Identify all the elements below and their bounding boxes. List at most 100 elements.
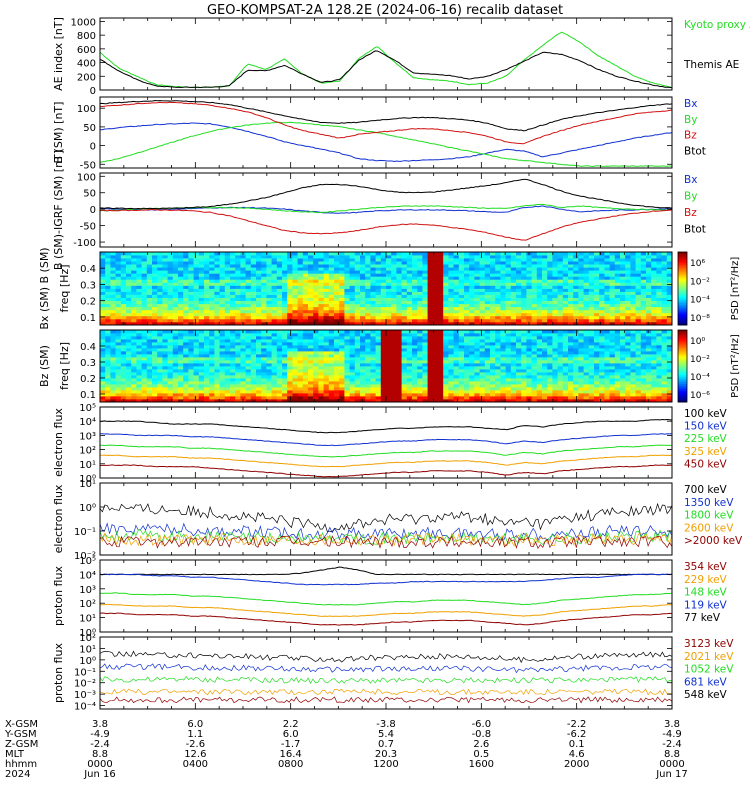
spectrogram-cell <box>120 357 127 361</box>
spectrogram-cell <box>204 276 210 280</box>
panel-3: B (SM)-IGRF (SM) [nT] BxByBzBtot-100-5005… <box>52 150 706 270</box>
spectrogram-cell <box>453 273 460 277</box>
spectrogram-cell <box>396 393 402 397</box>
spectrogram-cell <box>162 333 168 337</box>
spectrogram-cell <box>370 303 376 308</box>
spectrogram-cell <box>162 273 168 277</box>
spectrogram-cell <box>131 285 137 289</box>
spectrogram-cell <box>458 375 465 379</box>
spectrogram-cell <box>146 387 153 391</box>
spectrogram-cell <box>427 303 434 308</box>
spectrogram-cell <box>448 273 454 277</box>
spectrogram-cell <box>583 264 590 268</box>
spectrogram-cell <box>193 396 200 400</box>
spectrogram-cell <box>469 366 475 370</box>
spectrogram-cell <box>474 303 480 308</box>
spectrogram-cell <box>464 273 470 277</box>
spectrogram-cell <box>380 315 387 320</box>
spectrogram-cell <box>313 393 319 397</box>
spectrogram-cell <box>412 276 418 280</box>
spectrogram-cell <box>370 384 376 388</box>
spectrogram-cell <box>651 255 657 259</box>
spectrogram-cell <box>521 312 527 317</box>
spectrogram-cell <box>334 396 340 400</box>
spectrogram-cell <box>432 264 439 268</box>
spectrogram-cell <box>256 366 262 370</box>
legend-entry: Btot <box>684 224 706 236</box>
spectrogram-cell <box>188 378 194 382</box>
spectrogram-cell <box>625 267 631 271</box>
spectrogram-cell <box>635 294 642 298</box>
spectrogram-cell <box>313 360 319 364</box>
spectrogram-cell <box>531 318 538 323</box>
spectrogram-cell <box>380 360 387 364</box>
spectrogram-cell <box>380 396 387 400</box>
spectrogram-cell <box>412 315 418 320</box>
spectrogram-cell <box>448 330 454 334</box>
spectrogram-cell <box>178 309 184 314</box>
spectrogram-cell <box>230 348 236 352</box>
spectrogram-cell <box>443 360 449 364</box>
spectrogram-cell <box>313 345 319 349</box>
spectrogram-cell <box>162 309 168 314</box>
spectrogram-cell <box>152 270 158 274</box>
spectrogram-cell <box>531 267 538 271</box>
spectrogram-cell <box>490 255 496 259</box>
spectrogram-cell <box>427 345 434 349</box>
y-tick-label: -50 <box>80 222 96 233</box>
spectrogram-cell <box>479 279 486 283</box>
spectrogram-cell <box>157 294 163 298</box>
spectrogram-cell <box>287 315 293 320</box>
spectrogram-cell <box>588 270 595 274</box>
spectrogram-cell <box>578 270 584 274</box>
spectrogram-cell <box>256 267 262 271</box>
spectrogram-cell <box>479 312 486 317</box>
spectrogram-cell <box>162 312 168 317</box>
spectrogram-cell <box>448 270 454 274</box>
spectrogram-cell <box>412 267 418 271</box>
spectrogram-cell <box>141 252 148 256</box>
spectrogram-cell <box>651 318 657 323</box>
spectrogram-cell <box>370 291 376 295</box>
spectrogram-cell <box>141 393 148 397</box>
spectrogram-cell <box>339 285 345 289</box>
spectrogram-cell <box>308 396 314 400</box>
spectrogram-cell <box>297 282 304 286</box>
spectrogram-cell <box>240 285 246 289</box>
spectrogram-cell <box>120 372 127 376</box>
spectrogram-cell <box>297 360 304 364</box>
spectrogram-cell <box>354 378 361 382</box>
spectrogram-cell <box>266 309 272 314</box>
colorbar-step <box>678 253 687 257</box>
spectrogram-cell <box>318 285 324 289</box>
spectrogram-cell <box>115 258 122 262</box>
spectrogram-cell <box>282 258 288 262</box>
spectrogram-cell <box>131 252 137 256</box>
spectrogram-cell <box>458 330 465 334</box>
spectrogram-cell <box>344 255 350 259</box>
spectrogram-cell <box>245 252 252 256</box>
spectrogram-cell <box>188 387 194 391</box>
spectrogram-cell <box>557 258 564 262</box>
spectrogram-cell <box>365 348 371 352</box>
spectrogram-cell <box>183 258 189 262</box>
spectrogram-cell <box>640 306 647 311</box>
spectrogram-cell <box>635 252 642 256</box>
spectrogram-cell <box>313 252 319 256</box>
spectrogram-cell <box>464 330 470 334</box>
spectrogram-cell <box>328 264 335 268</box>
spectrogram-cell <box>282 273 288 277</box>
spectrogram-cell <box>178 387 184 391</box>
spectrogram-cell <box>271 354 278 358</box>
spectrogram-cell <box>167 264 174 268</box>
spectrogram-cell <box>432 360 439 364</box>
spectrogram-cell <box>599 303 605 308</box>
spectrogram-cell <box>386 252 392 256</box>
spectrogram-cell <box>448 366 454 370</box>
spectrogram-cell <box>193 291 200 295</box>
spectrogram-cell <box>375 351 382 355</box>
spectrogram-cell <box>391 354 397 358</box>
spectrogram-cell <box>505 322 512 326</box>
y-tick-label: 0.4 <box>80 264 96 275</box>
spectrogram-cell <box>188 393 194 397</box>
